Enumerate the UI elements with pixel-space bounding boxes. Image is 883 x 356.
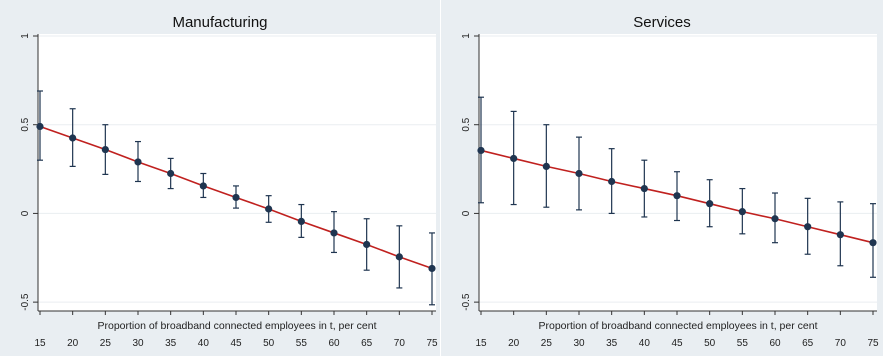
x-tick-label: 50 xyxy=(704,338,716,349)
chart-1-svg: Services -0.5 0 0.5 1 15 20 25 30 35 40 45 50 55 60 65 7… xyxy=(441,0,883,356)
data-point xyxy=(330,229,338,237)
data-point xyxy=(36,122,44,131)
data-point xyxy=(738,208,746,216)
y-tick-label: -0.5 xyxy=(20,293,31,311)
x-tick-label: 20 xyxy=(508,338,520,349)
data-point xyxy=(542,162,550,171)
panel-services: Services -0.5 0 0.5 1 15 20 25 30 35 40 45 50 55 60 65 7… xyxy=(441,0,883,356)
x-tick-label: 30 xyxy=(132,338,144,349)
x-tick-label: 65 xyxy=(802,338,814,349)
data-point xyxy=(608,177,616,186)
data-point xyxy=(804,223,812,231)
chart-title: Manufacturing xyxy=(172,14,267,31)
data-point xyxy=(510,154,518,163)
x-tick-label: 45 xyxy=(671,338,683,349)
data-point xyxy=(363,240,371,249)
x-tick-label: 15 xyxy=(475,338,487,349)
data-point xyxy=(101,145,109,154)
y-tick-label: 0 xyxy=(461,210,472,216)
x-tick-label: 35 xyxy=(606,338,618,349)
y-tick-label: 0 xyxy=(20,210,31,216)
x-tick-label: 60 xyxy=(769,338,781,349)
x-tick-label: 45 xyxy=(230,338,242,349)
y-tick-label: -0.5 xyxy=(461,293,472,311)
y-tick-label: 1 xyxy=(20,33,31,39)
x-tick-label: 25 xyxy=(541,338,553,349)
data-point xyxy=(232,193,240,202)
x-tick-label: 50 xyxy=(263,338,275,349)
chart-title: Services xyxy=(633,14,691,31)
data-point xyxy=(771,215,779,223)
data-point xyxy=(199,182,207,190)
data-point xyxy=(575,169,583,178)
y-tick-label: 1 xyxy=(461,33,472,39)
data-point xyxy=(836,231,844,239)
x-tick-label: 35 xyxy=(165,338,177,349)
x-tick-label: 65 xyxy=(361,338,373,349)
y-tick-label: 0.5 xyxy=(461,117,472,131)
plot-area xyxy=(38,34,436,311)
data-point xyxy=(869,239,877,247)
x-tick-label: 40 xyxy=(198,338,210,349)
x-tick-label: 20 xyxy=(67,338,79,349)
data-point xyxy=(640,184,648,193)
data-point xyxy=(673,192,681,200)
x-axis-label: Proportion of broadband connected employ… xyxy=(97,320,376,332)
data-point xyxy=(477,146,485,155)
x-tick-label: 25 xyxy=(100,338,112,349)
data-point xyxy=(69,134,77,142)
chart-0-svg: Manufacturing -0.5 0 0.5 1 15 20 25 30 35 40 45 50 55… xyxy=(0,0,440,356)
data-point xyxy=(134,158,142,166)
data-point xyxy=(297,217,305,226)
data-point xyxy=(706,200,714,208)
x-axis-label: Proportion of broadband connected employ… xyxy=(538,320,817,332)
x-tick-label: 60 xyxy=(328,338,340,349)
x-tick-label: 30 xyxy=(573,338,585,349)
plot-area xyxy=(479,34,877,311)
data-point xyxy=(428,264,436,273)
y-tick-label: 0.5 xyxy=(20,117,31,131)
data-point xyxy=(395,253,403,261)
panel-manufacturing: Manufacturing -0.5 0 0.5 1 15 20 25 30 35 40 45 50 55… xyxy=(0,0,440,356)
x-tick-label: 75 xyxy=(426,338,438,349)
data-point xyxy=(167,169,175,178)
x-tick-label: 55 xyxy=(296,338,308,349)
x-tick-label: 70 xyxy=(835,338,847,349)
x-tick-label: 70 xyxy=(394,338,406,349)
x-tick-label: 75 xyxy=(867,338,879,349)
data-point xyxy=(265,205,273,213)
x-tick-label: 55 xyxy=(737,338,749,349)
x-tick-label: 15 xyxy=(34,338,46,349)
x-tick-label: 40 xyxy=(639,338,651,349)
